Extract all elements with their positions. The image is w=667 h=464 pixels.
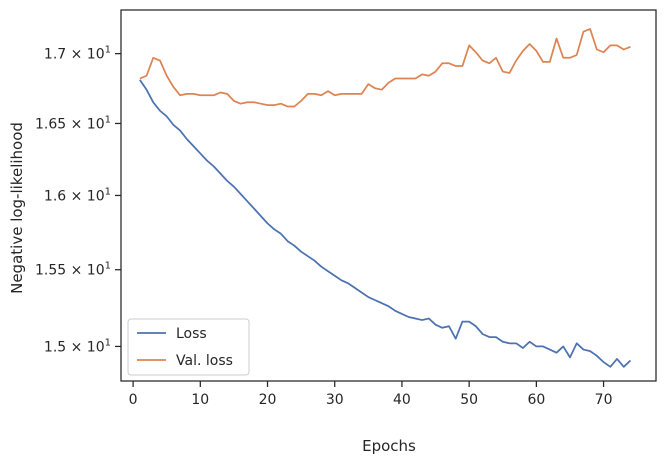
x-axis-label: Epochs [362,437,416,455]
x-tick-label: 70 [595,392,613,408]
x-tick-label: 0 [129,392,138,408]
x-tick-label: 50 [460,392,478,408]
y-axis-label: Negative log-likelihood [8,122,26,294]
legend: Loss Val. loss [127,318,250,376]
y-tick-label: 1.7 × 101 [44,45,111,63]
x-tick-label: 10 [191,392,209,408]
y-tick-label: 1.6 × 101 [44,186,111,204]
y-tick-label: 1.5 × 101 [44,337,111,355]
x-tick-label: 20 [259,392,277,408]
legend-label-loss: Loss [176,326,207,342]
x-tick-label: 40 [393,392,411,408]
y-tick-label: 1.55 × 101 [35,261,111,279]
legend-label-val-loss: Val. loss [176,353,233,369]
series-line-val-loss [139,28,631,108]
y-tick-label: 1.65 × 101 [35,114,111,132]
y-axis: 1.5 × 101 1.55 × 101 1.6 × 101 1.65 × 101 1.… [35,45,121,355]
series-line-loss [139,79,632,368]
x-axis: 0 10 20 30 40 50 60 70 [129,381,613,408]
x-tick-label: 60 [527,392,545,408]
series-layer [139,28,632,368]
x-tick-label: 30 [326,392,344,408]
